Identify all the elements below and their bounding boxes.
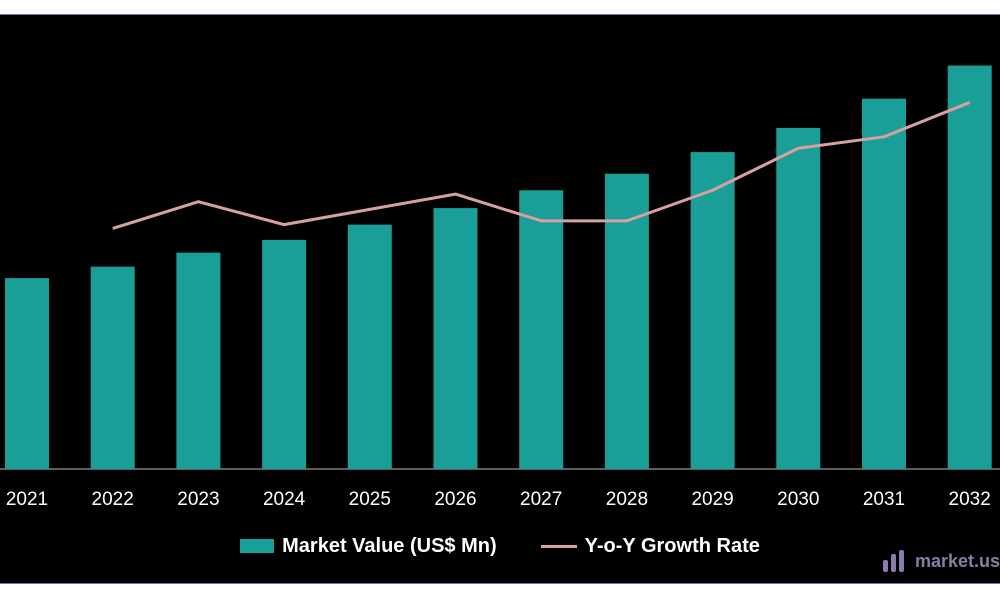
market-us-logo-icon [882,550,904,572]
x-tick-label: 2023 [177,489,219,510]
x-tick-label: 2032 [949,489,991,510]
bar-2028 [604,173,649,469]
watermark: market.us [881,548,1000,574]
bar-2022 [90,266,135,469]
x-tick-label: 2029 [691,489,733,510]
x-tick-label: 2026 [434,489,476,510]
x-tick-label: 2031 [863,489,905,510]
legend-label-growth-rate: Y-o-Y Growth Rate [584,534,760,557]
bar-2032 [947,65,992,469]
x-tick-label: 2022 [92,489,134,510]
x-tick-label: 2028 [606,489,648,510]
legend-line-swatch [540,544,577,548]
bar-2029 [690,152,735,469]
legend-item-market-value: Market Value (US$ Mn) [240,535,497,558]
bar-2023 [176,252,221,469]
x-tick-label: 2027 [520,489,562,510]
x-tick-label: 2021 [6,489,48,510]
x-tick-label: 2025 [349,489,391,510]
x-tick-label: 2024 [263,489,306,510]
watermark-text: market.us [914,550,1000,571]
legend-bar-swatch [240,539,275,553]
bar-2021 [5,278,49,469]
bar-2024 [262,239,307,469]
bar-2030 [776,127,821,469]
legend: Market Value (US$ Mn) Y-o-Y Growth Rate [0,531,1000,561]
chart-frame: 2021 2022 2023 2024 2025 2026 2027 2028 2029 2030… [0,14,1000,584]
bar-2025 [347,224,392,469]
chart-plot: 2021 2022 2023 2024 2025 2026 2027 2028 2029 2030… [0,65,1000,510]
legend-label-market-value: Market Value (US$ Mn) [282,534,497,557]
bar-2027 [519,190,564,470]
growth-rate-line [112,101,971,230]
bar-2026 [433,208,478,469]
x-tick-label: 2030 [777,489,819,510]
bar-2031 [862,98,906,470]
legend-item-growth-rate: Y-o-Y Growth Rate [540,534,760,558]
